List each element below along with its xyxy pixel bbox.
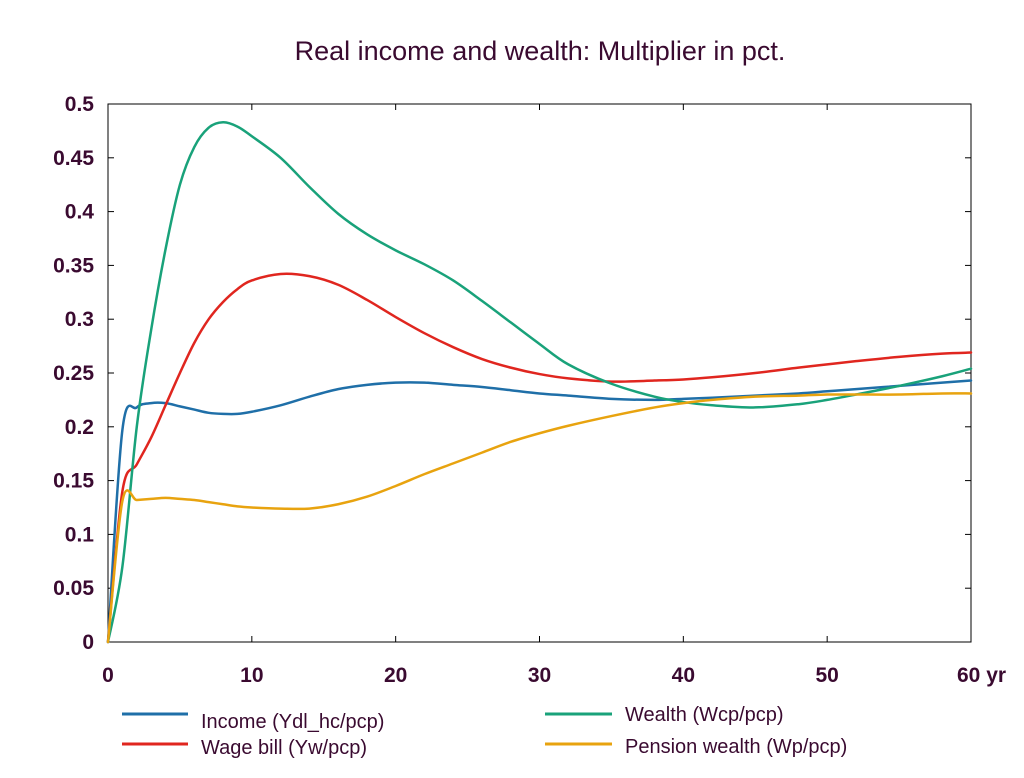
y-tick-label: 0.45 xyxy=(53,147,94,170)
x-axis: 0 10 20 30 40 50 60 yr xyxy=(102,104,1006,687)
y-tick-label: 0.4 xyxy=(65,201,95,224)
legend-item: Pension wealth (Wp/pcp) xyxy=(545,736,847,758)
y-tick-label: 0.35 xyxy=(53,254,94,277)
x-tick-label: 20 xyxy=(384,664,407,687)
series-line-wage-bill-yw-pcp xyxy=(106,272,973,644)
y-tick-label: 0.25 xyxy=(53,362,94,385)
y-tick-label: 0.2 xyxy=(65,416,94,439)
x-tick-label: 30 xyxy=(528,664,551,687)
x-tick-label: 10 xyxy=(240,664,263,687)
legend-item: Income (Ydl_hc/pcp) xyxy=(122,711,384,733)
x-tick-label: 40 xyxy=(672,664,695,687)
y-tick-label: 0 xyxy=(82,631,94,654)
y-tick-label: 0.3 xyxy=(65,308,94,331)
chart-title: Real income and wealth: Multiplier in pc… xyxy=(295,36,786,66)
y-tick-label: 0.05 xyxy=(53,577,94,600)
legend-item: Wealth (Wcp/pcp) xyxy=(545,704,784,726)
series-line-pension-wealth-wp-pcp xyxy=(106,392,973,644)
series-line-income-ydl-hc-pcp xyxy=(106,379,973,644)
x-tick-label: 60 yr xyxy=(957,664,1006,687)
x-tick-label: 0 xyxy=(102,664,114,687)
legend-label: Wealth (Wcp/pcp) xyxy=(625,704,784,726)
x-tick-label: 50 xyxy=(815,664,838,687)
legend: Income (Ydl_hc/pcp) Wage bill (Yw/pcp) Wea… xyxy=(122,704,847,759)
series-line-wealth-wcp-pcp xyxy=(106,121,973,644)
series-lines xyxy=(106,121,973,644)
legend-label: Wage bill (Yw/pcp) xyxy=(201,737,367,759)
legend-item: Wage bill (Yw/pcp) xyxy=(122,737,367,759)
y-tick-label: 0.1 xyxy=(65,523,95,546)
legend-label: Pension wealth (Wp/pcp) xyxy=(625,736,847,758)
y-tick-label: 0.15 xyxy=(53,470,94,493)
y-axis: 0 0.05 0.1 0.15 0.2 0.25 0.3 0.35 0.4 0.45 0.5 xyxy=(53,93,971,654)
y-tick-label: 0.5 xyxy=(65,93,95,116)
legend-label: Income (Ydl_hc/pcp) xyxy=(201,711,384,733)
